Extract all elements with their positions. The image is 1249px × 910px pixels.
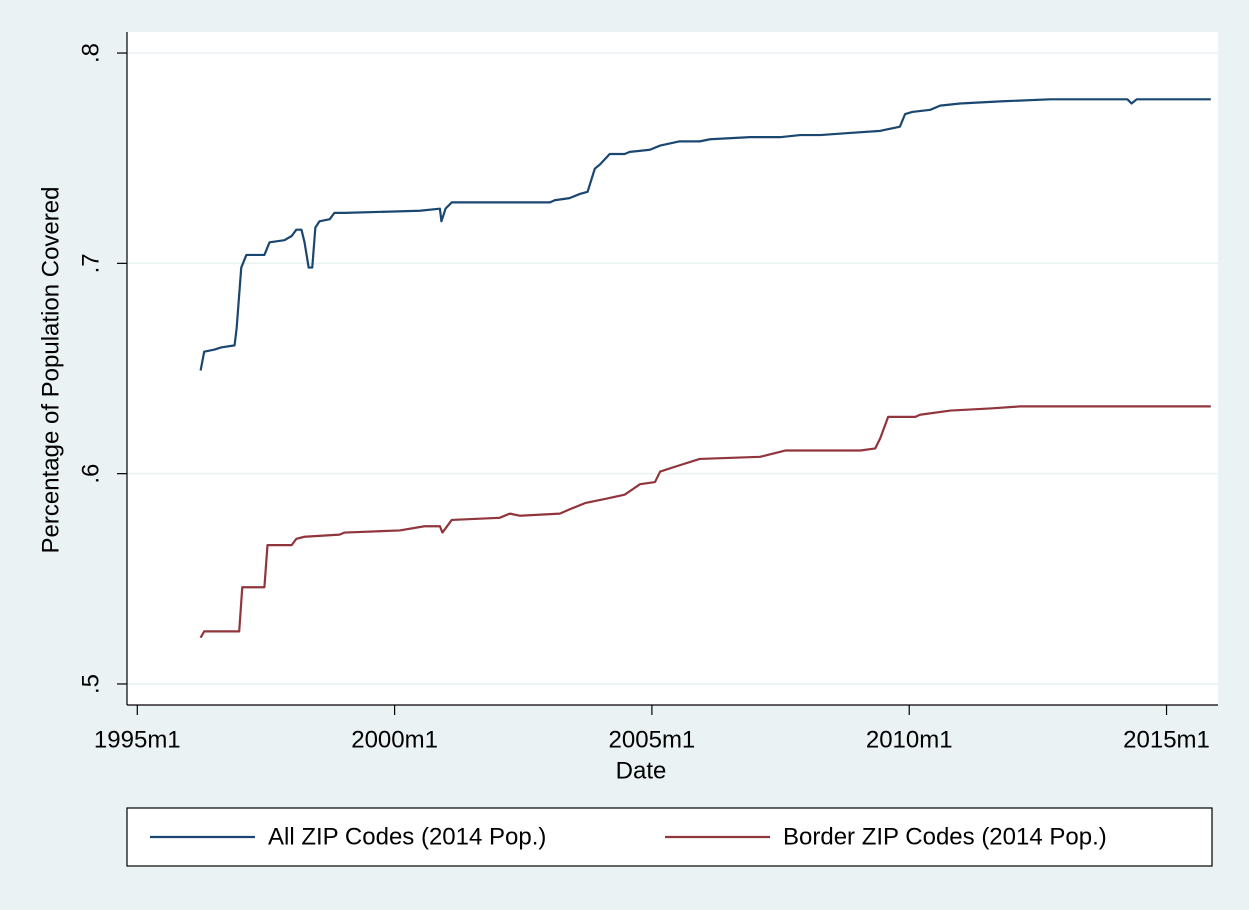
- plot-area: [127, 32, 1218, 705]
- legend-label: All ZIP Codes (2014 Pop.): [268, 823, 546, 850]
- x-axis-title: Date: [616, 757, 667, 784]
- x-tick-label: 1995m1: [94, 726, 181, 753]
- y-tick-label: .7: [77, 253, 104, 273]
- x-tick-label: 2000m1: [351, 726, 438, 753]
- data-line: [199, 98, 1211, 371]
- y-tick-label: .5: [77, 674, 104, 694]
- y-tick-label: .8: [77, 43, 104, 63]
- data-line: [199, 405, 1211, 639]
- legend-label: Border ZIP Codes (2014 Pop.): [783, 823, 1107, 850]
- x-tick-label: 2015m1: [1123, 726, 1210, 753]
- y-tick-label: .6: [77, 464, 104, 484]
- y-axis-title: Percentage of Population Covered: [37, 187, 64, 554]
- x-tick-label: 2010m1: [866, 726, 953, 753]
- x-tick-label: 2005m1: [609, 726, 696, 753]
